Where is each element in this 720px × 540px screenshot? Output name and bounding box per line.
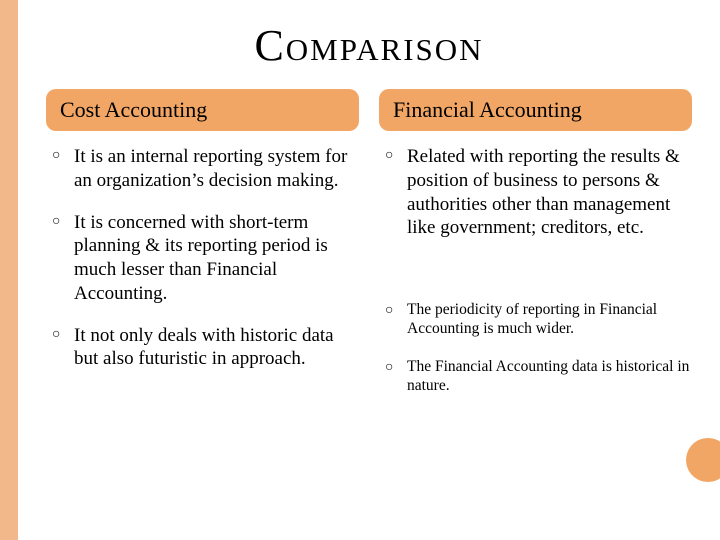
- slide-content: Comparison Cost Accounting It is an inte…: [18, 0, 720, 540]
- column-right: Financial Accounting Related with report…: [379, 89, 692, 414]
- bullet-item: Related with reporting the results & pos…: [385, 145, 692, 240]
- left-header-pill: Cost Accounting: [46, 89, 359, 131]
- right-header-pill: Financial Accounting: [379, 89, 692, 131]
- comparison-columns: Cost Accounting It is an internal report…: [46, 89, 692, 414]
- bullet-item: It is concerned with short-term planning…: [52, 211, 359, 306]
- right-bullets: Related with reporting the results & pos…: [379, 145, 692, 396]
- left-bullets: It is an internal reporting system for a…: [46, 145, 359, 371]
- slide-title: Comparison: [46, 20, 692, 71]
- bullet-item: The periodicity of reporting in Financia…: [385, 300, 692, 339]
- column-left: Cost Accounting It is an internal report…: [46, 89, 359, 414]
- bullet-item: It is an internal reporting system for a…: [52, 145, 359, 193]
- left-accent-bar: [0, 0, 18, 540]
- bullet-item: It not only deals with historic data but…: [52, 324, 359, 372]
- bullet-item: The Financial Accounting data is histori…: [385, 357, 692, 396]
